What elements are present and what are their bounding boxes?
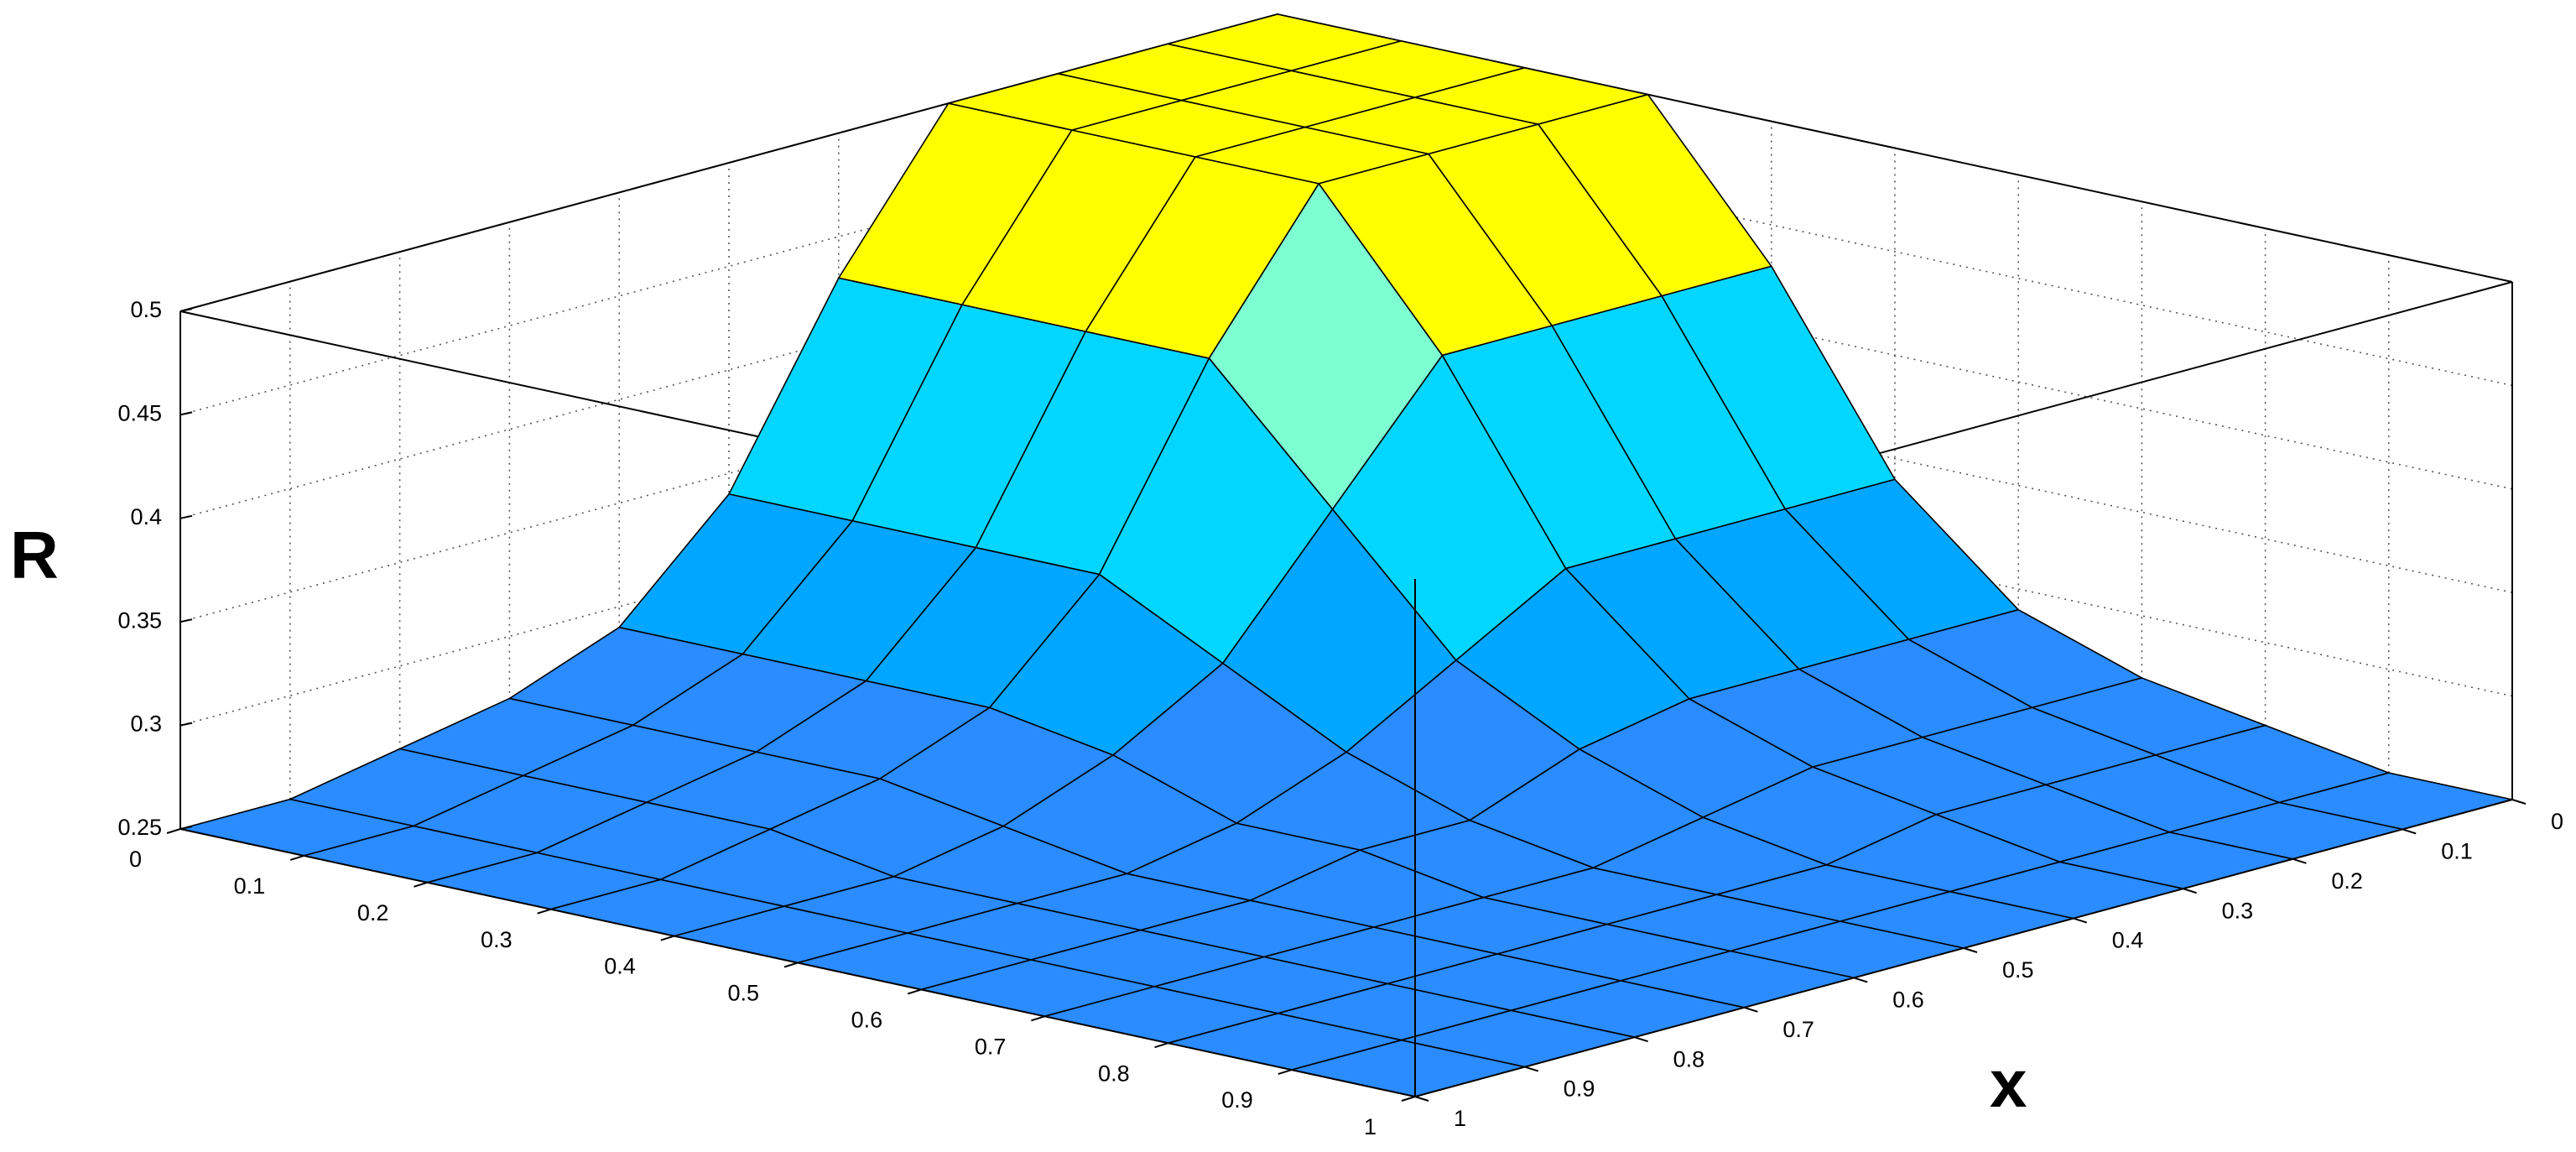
- tick-mark: [2292, 857, 2307, 864]
- x-tick-label: 0.3: [2222, 898, 2254, 923]
- tick-mark: [1414, 1096, 1429, 1102]
- z-tick-label: 0.4: [130, 504, 162, 529]
- tick-mark: [1963, 947, 1978, 953]
- z-tick-label: 0.3: [130, 712, 162, 737]
- tick-mark: [1634, 1036, 1648, 1043]
- x-tick-label: 0.1: [2441, 839, 2473, 864]
- y-tick-label: 0.5: [727, 981, 759, 1006]
- y-tick-label: 0.7: [975, 1034, 1007, 1059]
- tick-mark: [1278, 1069, 1293, 1076]
- tick-mark: [180, 308, 193, 312]
- tick-mark: [1524, 1066, 1539, 1072]
- tick-mark: [289, 854, 304, 861]
- z-tick-label: 0.5: [130, 297, 162, 322]
- tick-mark: [2183, 888, 2197, 894]
- x-tick-label: 0: [2551, 809, 2563, 834]
- z-tick-label: 0.45: [117, 401, 162, 426]
- y-tick-label: 0.1: [234, 873, 266, 899]
- tick-mark: [537, 908, 551, 915]
- x-tick-label: 0.5: [2002, 957, 2034, 983]
- tick-mark: [1744, 1006, 1758, 1013]
- tick-mark: [783, 962, 799, 968]
- y-tick-label: 0.4: [604, 954, 636, 979]
- z-axis-label: R: [10, 518, 59, 592]
- tick-mark: [414, 881, 428, 888]
- tick-mark: [2402, 828, 2417, 835]
- grid-line: [1277, 221, 2513, 490]
- y-tick-label: 0.9: [1221, 1087, 1253, 1113]
- tick-mark: [180, 618, 193, 623]
- tick-mark: [180, 826, 193, 830]
- y-tick-label: 0.8: [1098, 1061, 1130, 1086]
- y-tick-label: 0.3: [481, 927, 513, 952]
- y-tick-label: 1: [1364, 1114, 1376, 1139]
- z-tick-label: 0.25: [117, 815, 162, 840]
- tick-mark: [907, 988, 922, 995]
- x-tick-label: 1: [1454, 1106, 1466, 1131]
- tick-mark: [1401, 1096, 1416, 1102]
- x-axis-label: x: [1990, 1046, 2027, 1121]
- grid-line: [1277, 324, 2513, 593]
- tick-mark: [1154, 1042, 1168, 1049]
- tick-mark: [180, 514, 193, 519]
- tick-mark: [1853, 977, 1868, 983]
- y-tick-label: 0.2: [357, 900, 389, 925]
- z-tick-label: 0.35: [117, 607, 162, 633]
- x-tick-label: 0.4: [2112, 928, 2144, 953]
- y-tick-label: 0: [129, 847, 142, 872]
- tick-mark: [180, 722, 193, 727]
- tick-mark: [1031, 1015, 1045, 1022]
- y-tick-label: 0.6: [851, 1008, 883, 1033]
- x-tick-label: 0.2: [2331, 868, 2363, 894]
- tick-mark: [180, 411, 193, 416]
- tick-mark: [166, 828, 181, 834]
- tick-mark: [2511, 799, 2527, 805]
- tick-mark: [660, 935, 675, 941]
- x-tick-label: 0.6: [1892, 988, 1924, 1013]
- x-tick-label: 0.9: [1564, 1076, 1595, 1102]
- x-tick-label: 0.7: [1782, 1017, 1814, 1042]
- x-tick-label: 0.8: [1673, 1046, 1705, 1071]
- grid-line: [1277, 117, 2513, 387]
- tick-mark: [2073, 917, 2088, 924]
